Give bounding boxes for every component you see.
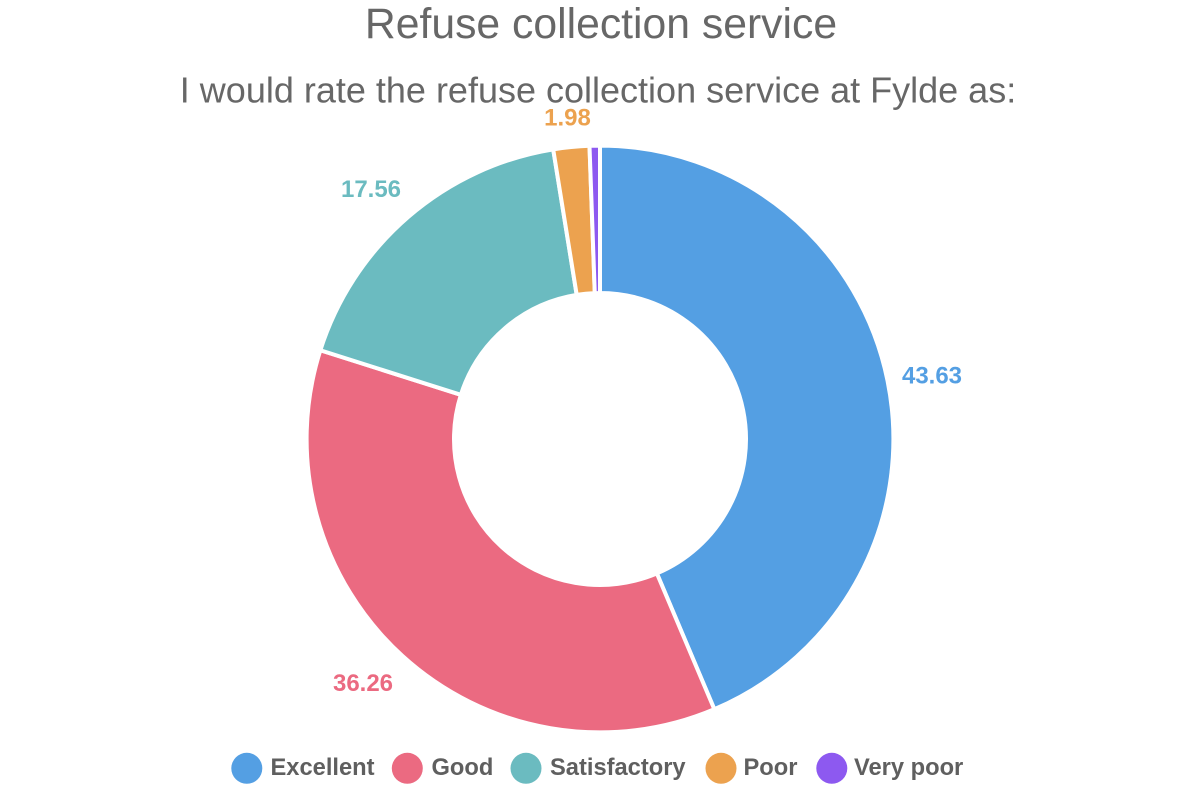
svg-text:Good: Good: [432, 755, 494, 781]
svg-text:Poor: Poor: [744, 755, 798, 781]
svg-text:Refuse collection service: Refuse collection service: [365, 0, 837, 48]
svg-text:I would rate the refuse collec: I would rate the refuse collection servi…: [180, 70, 1016, 111]
svg-text:Excellent: Excellent: [271, 755, 375, 781]
svg-text:Satisfactory: Satisfactory: [550, 755, 686, 781]
svg-text:1.98: 1.98: [544, 105, 591, 132]
svg-text:36.26: 36.26: [333, 670, 393, 697]
svg-text:17.56: 17.56: [341, 176, 401, 203]
svg-text:43.63: 43.63: [902, 362, 962, 389]
svg-text:Very poor: Very poor: [854, 755, 963, 781]
